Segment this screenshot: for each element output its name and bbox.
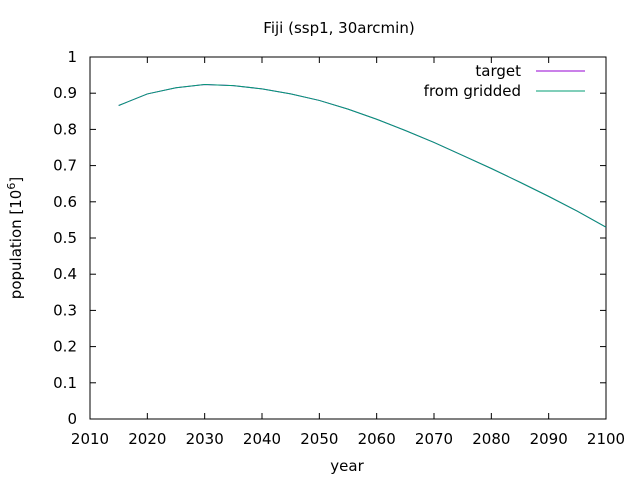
plot-frame [89,56,607,420]
y-axis-label-exponent: 6 [5,183,18,190]
x-axis: 2010 2020 2030 2040 2050 2060 2070 2080 2090 2100 [71,57,625,448]
y-tick-label: 0.8 [53,120,77,138]
x-tick-label: 2100 [587,430,625,448]
x-tick-label: 2010 [71,430,109,448]
y-axis-label-main: population [10 [7,190,25,300]
plot-border [89,56,607,420]
y-tick-label: 0.9 [53,84,77,102]
x-tick-label: 2050 [300,430,338,448]
x-tick-label: 2080 [472,430,510,448]
y-tick-label: 0.6 [53,193,77,211]
y-tick-label: 0.7 [53,157,77,175]
x-tick-label: 2090 [530,430,568,448]
y-axis: 0 0.1 0.2 0.3 0.4 0.5 0.6 0.7 0.8 0.9 1 [53,48,606,428]
y-tick-label: 0.1 [53,374,77,392]
x-tick-label: 2060 [358,430,396,448]
y-axis-label-close: ] [7,177,25,183]
legend-label: from gridded [424,82,521,100]
y-tick-label: 0.5 [53,229,77,247]
legend: target from gridded [424,62,585,100]
y-axis-label: population [106] [5,177,25,299]
series-lines [118,84,607,228]
x-tick-label: 2020 [128,430,166,448]
y-tick-label: 0.4 [53,265,77,283]
y-tick-label: 0.3 [53,301,77,319]
x-tick-label: 2070 [415,430,453,448]
x-tick-label: 2030 [186,430,224,448]
legend-label: target [475,62,521,80]
x-axis-label: year [330,457,364,475]
x-tick-label: 2040 [243,430,281,448]
series-line-0 [118,84,607,228]
chart-title: Fiji (ssp1, 30arcmin) [263,19,414,37]
y-tick-label: 0.2 [53,338,77,356]
series-line-1 [118,84,607,228]
y-tick-label: 0 [67,410,77,428]
y-tick-label: 1 [67,48,77,66]
